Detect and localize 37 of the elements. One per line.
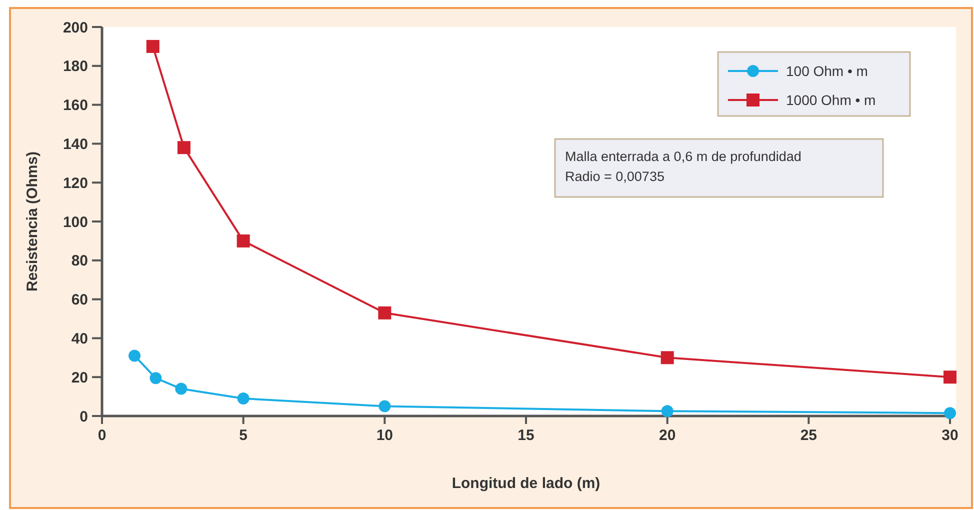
x-tick-label: 25 [800,427,818,444]
y-tick-label: 0 [80,408,88,426]
y-tick-label: 80 [71,252,88,270]
point [146,40,160,53]
point [177,141,190,154]
point [150,372,162,384]
legend-label: 1000 Ohm • m [786,92,876,108]
note-box: Malla enterrada a 0,6 m de profundidad Radio = 0,00735 [554,138,884,198]
x-tick-label: 20 [658,427,676,444]
point [236,234,250,248]
x-tick-label: 0 [98,427,106,444]
point [175,382,188,395]
annotation: Malla enterrada a 0,6 m de profundidad Radio = 0,00735 [565,149,802,184]
y-tick-label: 140 [62,136,88,153]
x-tick-label: 30 [942,427,958,444]
y-tick-label: 40 [71,330,88,348]
x-tick-label: 15 [518,427,534,444]
x-axis-title: Longitud de lado (m) [452,475,600,492]
y-tick-label: 200 [62,19,88,36]
y-tick-label: 180 [62,58,88,76]
y-tick-label: 20 [71,369,88,386]
point [378,400,391,412]
point [660,351,674,364]
y-axis-title: Resistencia (Ohms) [24,151,41,292]
y-tick-label: 100 [62,214,88,231]
point [378,306,392,320]
y-tick-label: 60 [71,292,88,309]
legend-label: 100 Ohm • m [786,62,868,79]
point [661,405,674,418]
point [128,350,141,362]
point [944,407,956,420]
x-tick-label: 5 [239,427,248,444]
y-tick-label: 120 [62,174,88,192]
y-tick-label: 160 [62,97,88,114]
point [944,370,956,384]
point [237,392,250,404]
x-tick-label: 10 [376,427,394,444]
